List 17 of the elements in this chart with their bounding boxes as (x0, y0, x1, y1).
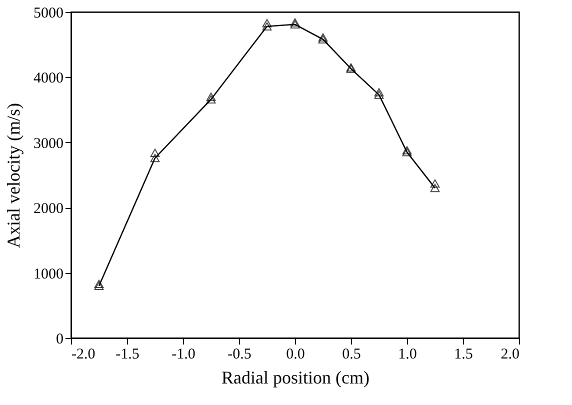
x-tick-label: 1.0 (398, 346, 417, 362)
x-tick-label: 1.5 (454, 346, 473, 362)
y-tick-label: 2000 (34, 201, 64, 218)
x-tick-label: 0.0 (286, 346, 305, 362)
x-tick-label: -0.5 (228, 346, 252, 362)
y-tick-label: 3000 (34, 136, 64, 152)
y-tick-label: 1000 (34, 266, 64, 282)
x-tick-label: -1.5 (116, 346, 140, 362)
y-tick-label: 0 (56, 332, 64, 348)
x-tick-label: -2.0 (72, 346, 96, 362)
y-tick-label: 4000 (34, 70, 64, 87)
y-axis-title: Axial velocity (m/s) (4, 103, 24, 248)
x-axis-title: Radial position (cm) (222, 368, 370, 388)
x-tick-label: 0.5 (342, 346, 361, 362)
x-tick-label: 2.0 (500, 346, 520, 362)
x-tick-label: -1.0 (172, 346, 196, 362)
y-tick-label: 5000 (34, 6, 64, 22)
